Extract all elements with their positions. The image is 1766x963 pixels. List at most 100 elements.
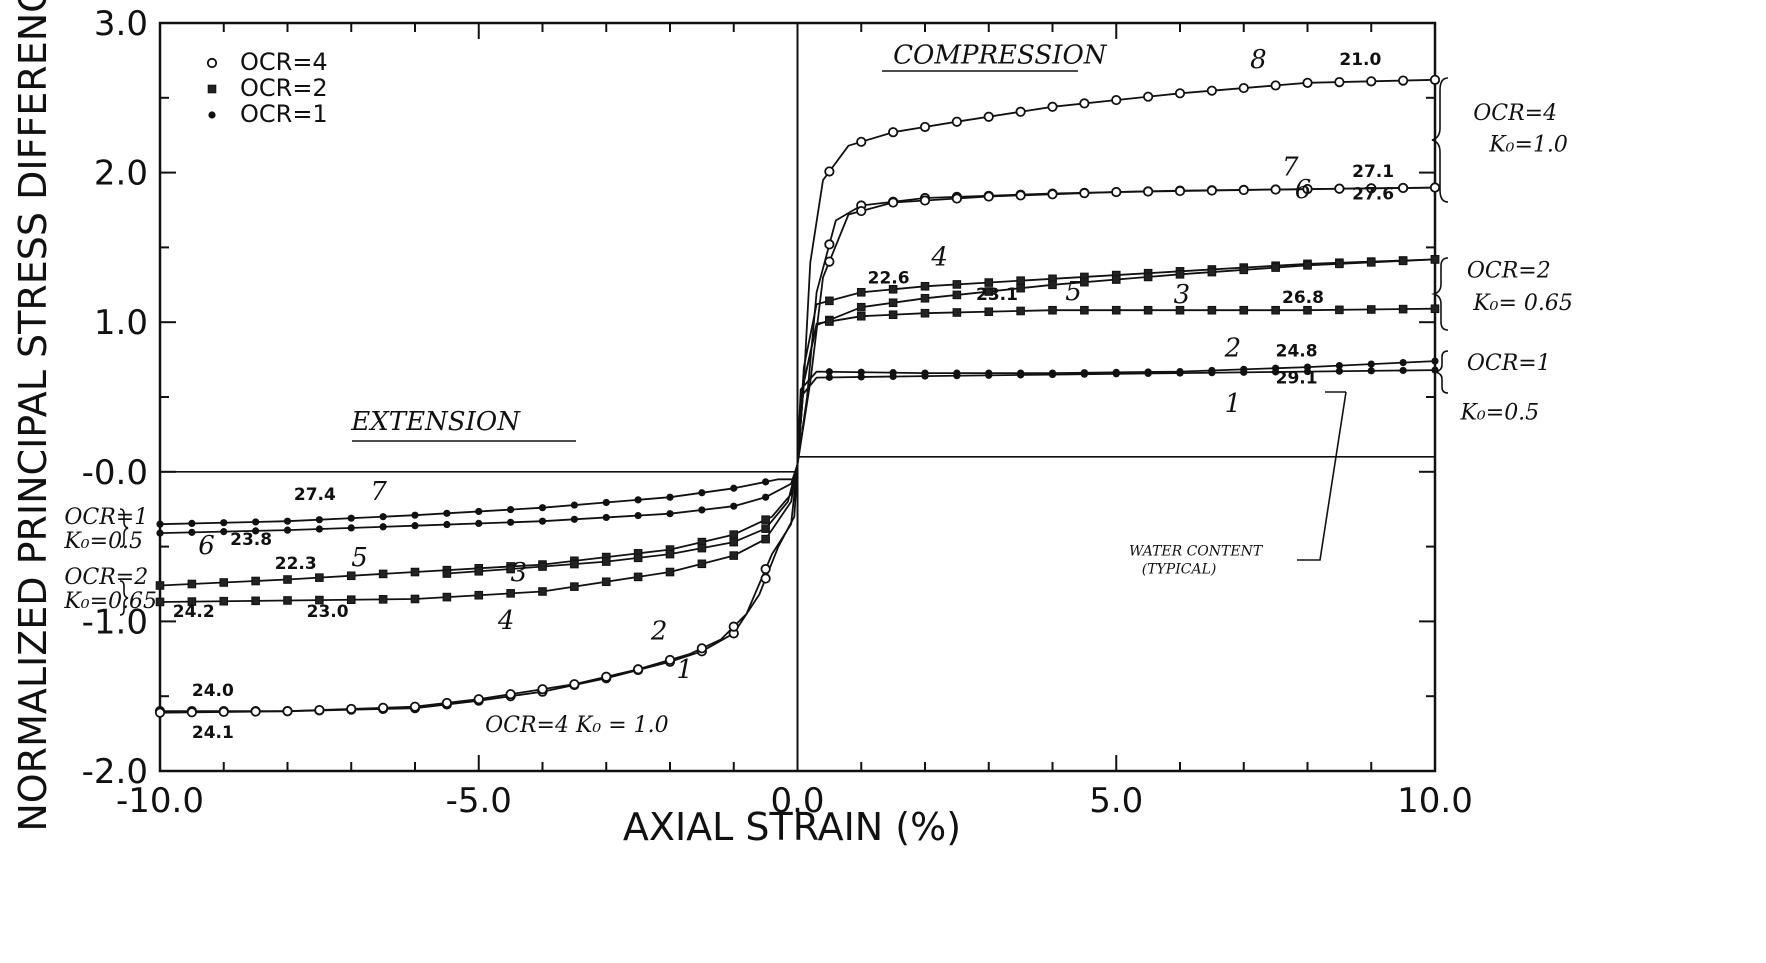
diamond-marker bbox=[220, 519, 228, 527]
square-marker bbox=[1239, 265, 1249, 275]
reference-lines bbox=[160, 23, 1435, 771]
circle-marker bbox=[1302, 183, 1313, 195]
square-marker bbox=[1303, 305, 1312, 315]
circle-marker bbox=[1366, 183, 1377, 194]
diamond-marker bbox=[538, 517, 547, 525]
square-marker bbox=[984, 307, 994, 317]
circle-marker bbox=[1206, 185, 1217, 196]
square-marker bbox=[378, 595, 388, 604]
diamond-marker bbox=[1240, 368, 1248, 376]
circle-marker bbox=[1302, 77, 1313, 88]
square-marker bbox=[920, 308, 930, 318]
diamond-marker bbox=[921, 372, 929, 380]
handwritten-note: 4 bbox=[930, 242, 948, 272]
square-marker bbox=[952, 290, 962, 300]
handwritten-note: EXTENSION bbox=[350, 407, 521, 437]
square-marker bbox=[984, 287, 994, 296]
diamond-marker bbox=[698, 506, 706, 514]
square-marker bbox=[1016, 283, 1025, 293]
square-marker bbox=[952, 308, 962, 317]
circle-marker bbox=[728, 621, 739, 632]
y-tick-label: -0.0 bbox=[82, 453, 148, 493]
square-marker bbox=[761, 534, 770, 544]
square-marker bbox=[761, 515, 770, 524]
diamond-marker bbox=[507, 518, 515, 526]
diamond-marker bbox=[1112, 370, 1120, 378]
diamond-marker bbox=[666, 493, 674, 501]
square-marker bbox=[888, 284, 898, 294]
handwritten-note: 7 bbox=[1282, 153, 1299, 183]
circle-marker bbox=[441, 697, 452, 709]
square-marker bbox=[155, 597, 165, 607]
circle-marker bbox=[696, 643, 707, 654]
handwritten-note: 3 bbox=[511, 558, 528, 588]
diamond-marker bbox=[889, 372, 897, 381]
square-marker bbox=[1303, 261, 1312, 270]
circle-marker bbox=[824, 166, 835, 177]
diamond-marker bbox=[602, 498, 610, 507]
diamond-marker bbox=[1431, 357, 1439, 365]
circle-marker bbox=[919, 195, 931, 206]
handwritten-note: OCR=4 K₀ = 1.0 bbox=[485, 713, 669, 738]
handwritten-note: 8 bbox=[1250, 45, 1267, 75]
handwritten-note: 2 bbox=[650, 616, 668, 646]
water-content-label: 23.8 bbox=[230, 530, 272, 550]
square-marker bbox=[1430, 255, 1440, 264]
circle-marker bbox=[1047, 189, 1058, 200]
circle-marker bbox=[856, 205, 867, 217]
handwritten-note: OCR=4 bbox=[1473, 101, 1557, 126]
handwritten-note: 1 bbox=[676, 655, 693, 685]
square-marker bbox=[570, 582, 579, 591]
square-marker bbox=[155, 581, 165, 590]
circle-marker bbox=[1079, 188, 1090, 199]
square-marker bbox=[1366, 258, 1376, 267]
x-tick-label: -10.0 bbox=[116, 781, 204, 821]
water-content-label: 21.0 bbox=[1339, 50, 1381, 70]
diamond-marker bbox=[188, 519, 196, 528]
square-marker bbox=[474, 566, 484, 576]
square-marker bbox=[1335, 305, 1344, 315]
diamond-marker bbox=[730, 502, 738, 510]
circle-marker bbox=[760, 563, 771, 575]
legend-label: OCR=1 bbox=[240, 100, 328, 128]
water-content-label: 24.1 bbox=[192, 723, 234, 743]
water-content-label: 22.6 bbox=[868, 268, 910, 288]
square-marker bbox=[729, 530, 739, 539]
square-marker bbox=[1111, 275, 1121, 284]
legend-label: OCR=4 bbox=[240, 48, 328, 76]
circle-marker bbox=[537, 684, 548, 695]
square-marker bbox=[570, 559, 579, 569]
square-marker bbox=[1143, 305, 1153, 315]
square-marker bbox=[315, 595, 324, 605]
square-marker bbox=[665, 567, 675, 577]
handwritten-note: K₀=0.65 bbox=[63, 589, 157, 614]
water-content-label: 22.3 bbox=[275, 554, 317, 574]
water-content-label: 26.8 bbox=[1282, 288, 1324, 308]
square-marker bbox=[538, 562, 547, 571]
diamond-marker bbox=[634, 496, 642, 504]
handwritten-note: 4 bbox=[497, 606, 515, 636]
water-content-label: 23.1 bbox=[976, 285, 1018, 305]
diamond-marker bbox=[1399, 366, 1407, 375]
square-marker bbox=[825, 317, 834, 326]
circle-marker bbox=[983, 111, 994, 122]
square-marker bbox=[219, 596, 229, 606]
water-content-label: 24.0 bbox=[192, 681, 234, 701]
square-marker bbox=[378, 569, 388, 579]
circle-marker bbox=[919, 121, 931, 133]
y-tick-label: 1.0 bbox=[94, 303, 148, 343]
diamond-marker bbox=[825, 368, 833, 376]
handwritten-note: COMPRESSION bbox=[893, 40, 1108, 70]
handwritten-note: K₀= 0.65 bbox=[1472, 291, 1573, 316]
square-marker bbox=[315, 573, 324, 582]
handwritten-note: 3 bbox=[1174, 280, 1191, 310]
diamond-marker bbox=[570, 501, 578, 509]
square-marker bbox=[601, 557, 611, 566]
diamond-marker bbox=[1367, 367, 1375, 375]
square-marker bbox=[920, 281, 930, 291]
diamond-marker bbox=[188, 528, 196, 536]
circle-marker bbox=[409, 701, 421, 712]
square-marker bbox=[1016, 306, 1025, 316]
x-axis-title: AXIAL STRAIN (%) bbox=[623, 805, 961, 849]
